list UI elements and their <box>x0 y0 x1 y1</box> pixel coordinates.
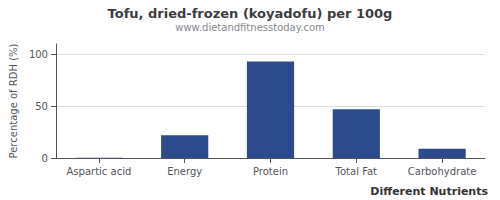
svg-text:www.dietandfitnesstoday.com: www.dietandfitnesstoday.com <box>175 22 324 33</box>
svg-text:Carbohydrate: Carbohydrate <box>408 166 477 177</box>
svg-text:0: 0 <box>42 153 48 164</box>
svg-text:100: 100 <box>29 49 48 60</box>
svg-text:Energy: Energy <box>167 166 202 177</box>
svg-text:50: 50 <box>35 101 48 112</box>
svg-text:Tofu, dried-frozen (koyadofu): Tofu, dried-frozen (koyadofu) per 100g <box>108 6 393 21</box>
svg-text:Percentage of RDH (%): Percentage of RDH (%) <box>8 43 19 158</box>
svg-text:Protein: Protein <box>253 166 288 177</box>
svg-text:Total Fat: Total Fat <box>335 166 377 177</box>
svg-text:Aspartic acid: Aspartic acid <box>67 166 132 177</box>
svg-text:Different Nutrients: Different Nutrients <box>370 185 488 198</box>
